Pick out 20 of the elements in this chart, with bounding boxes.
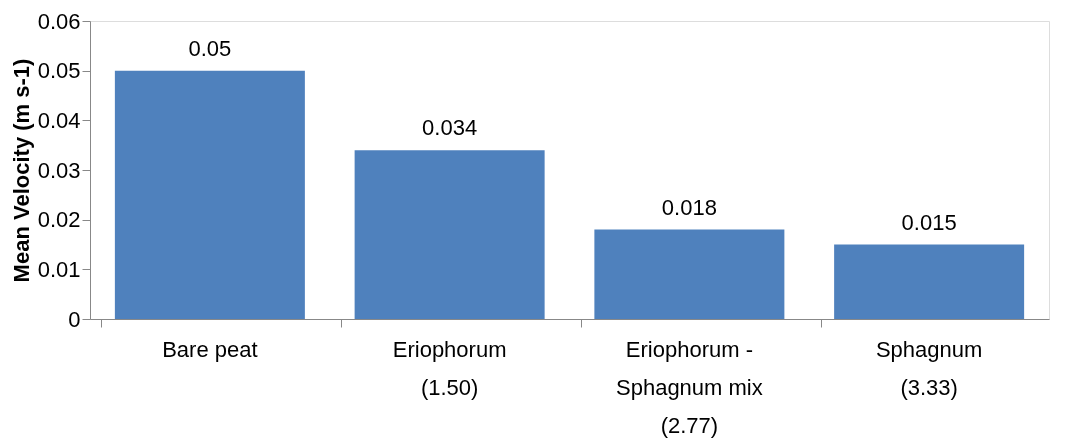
y-tick-label: 0 <box>68 306 81 332</box>
bar <box>354 150 545 319</box>
y-tick-label: 0.04 <box>37 107 81 133</box>
y-tick-label: 0.03 <box>37 157 81 183</box>
y-axis-title: Mean Velocity (m s-1) <box>8 58 34 283</box>
bar <box>114 70 305 319</box>
bar <box>834 244 1025 319</box>
y-tick-label: 0.05 <box>37 58 81 84</box>
y-tick-label: 0.02 <box>37 207 81 233</box>
x-tick-label: Sphagnum (3.33) <box>875 336 983 400</box>
x-tick-label: Eriophorum (1.50) <box>392 336 507 400</box>
bar <box>594 229 785 319</box>
data-label: 0.034 <box>422 115 478 141</box>
data-label: 0.05 <box>188 35 232 61</box>
x-tick-label: Bare peat <box>162 336 258 362</box>
y-tick-label: 0.01 <box>37 256 81 282</box>
data-label: 0.018 <box>661 194 717 220</box>
data-label: 0.015 <box>901 209 957 235</box>
x-tick-label: Eriophorum - Sphagnum mix (2.77) <box>616 336 763 438</box>
y-tick-label: 0.06 <box>37 8 81 34</box>
